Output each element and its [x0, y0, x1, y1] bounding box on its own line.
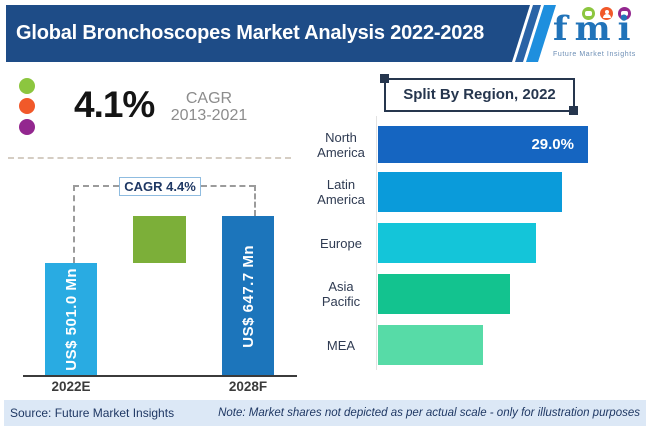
region-bar-north-america: 29.0%	[378, 126, 588, 163]
region-bar-asia-pacific	[378, 274, 510, 314]
header-bar: Global Bronchoscopes Market Analysis 202…	[6, 5, 645, 62]
footer-bar: Source: Future Market Insights Note: Mar…	[4, 400, 646, 426]
bar-2028f-value: US$ 647.7 Mn	[239, 244, 257, 348]
speaker-badge-icon	[618, 7, 631, 20]
bullet-dot-orange	[19, 98, 35, 114]
bar-2022e: US$ 501.0 Mn	[45, 263, 97, 376]
logo-badges	[582, 7, 631, 20]
region-label-asia-pacific: Asia Pacific	[321, 279, 361, 309]
region-axis-line	[376, 116, 377, 370]
cagr-connector-left-v	[73, 185, 75, 263]
region-value-north-america: 29.0%	[531, 136, 574, 153]
region-label-latin-america: Latin America	[317, 177, 365, 207]
cagr-historic-value: 4.1%	[74, 84, 155, 125]
bullet-dot-purple	[19, 119, 35, 135]
region-bar-europe	[378, 223, 536, 263]
region-chart-title: Split By Region, 2022	[380, 74, 578, 115]
region-label-mea: MEA	[326, 337, 356, 353]
page-title: Global Bronchoscopes Market Analysis 202…	[16, 22, 485, 44]
green-marker-square	[133, 216, 186, 263]
cagr-connector-right-v	[254, 185, 256, 216]
cagr-historic-label: CAGR	[185, 90, 233, 107]
x-tick-2022e: 2022E	[51, 379, 91, 394]
bar-2028f: US$ 647.7 Mn	[222, 216, 274, 376]
cagr-historic-caption: CAGR 2013-2021	[166, 90, 252, 124]
bar-2022e-value: US$ 501.0 Mn	[62, 268, 80, 371]
x-axis-line	[23, 375, 297, 377]
cagr-historic-period: 2013-2021	[170, 107, 248, 124]
region-bar-latin-america	[378, 172, 562, 212]
header-background	[6, 5, 530, 62]
cagr-connector-right-h	[201, 185, 255, 187]
x-tick-2028f: 2028F	[228, 379, 268, 394]
cagr-connector-left-h	[73, 185, 119, 187]
source-text: Source: Future Market Insights	[10, 406, 175, 420]
cagr-forecast-badge: CAGR 4.4%	[119, 177, 201, 196]
logo-wordmark: fmi	[553, 9, 638, 49]
fmi-logo: fmi Future Market Insights	[552, 6, 644, 60]
bullet-dot-green	[19, 78, 35, 94]
note-text: Note: Market shares not depicted as per …	[218, 407, 640, 419]
chat-badge-icon	[582, 7, 595, 20]
region-label-europe: Europe	[320, 235, 362, 251]
region-bar-mea	[378, 325, 483, 365]
dashed-separator	[8, 157, 291, 159]
region-label-north-america: North America	[317, 129, 365, 160]
logo-subtext: Future Market Insights	[553, 51, 636, 58]
person-badge-icon	[600, 7, 613, 20]
